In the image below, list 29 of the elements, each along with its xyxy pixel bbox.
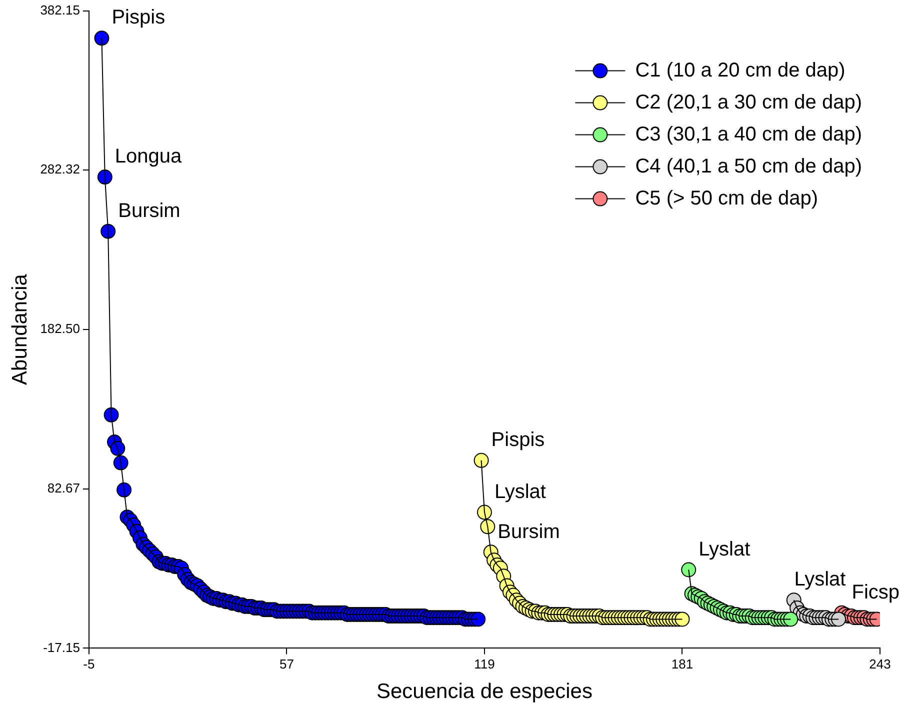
point: [681, 562, 696, 578]
annotation: Bursim: [118, 200, 180, 222]
legend-label: C3 (30,1 a 40 cm de dap): [635, 123, 862, 146]
annotation: Lyslat: [794, 568, 846, 591]
y-tick-label: -17.15: [43, 640, 80, 655]
x-tick-label: -5: [83, 656, 95, 672]
x-tick-label: 119: [474, 656, 495, 672]
point: [831, 612, 846, 627]
legend-label: C2 (20,1 a 30 cm de dap): [635, 91, 862, 114]
x-tick-label: 243: [869, 656, 891, 672]
x-tick-label: 57: [279, 656, 294, 672]
legend-label: C4 (40,1 a 50 cm de dap): [635, 155, 862, 178]
y-tick-label: 182.50: [40, 321, 80, 336]
annotation: Pispis: [491, 428, 545, 451]
y-tick-label: 82.67: [47, 480, 80, 496]
x-axis-title: Secuencia de especies: [376, 680, 592, 704]
annotation: Bursim: [498, 521, 560, 544]
annotation: Longua: [114, 146, 183, 168]
y-tick-label: 282.32: [40, 162, 80, 177]
x-tick-label: 181: [671, 656, 694, 672]
y-tick-label: 382.15: [40, 2, 80, 18]
annotation: Ficsp: [852, 581, 900, 604]
legend-label: C5 (> 50 cm de dap): [635, 187, 818, 210]
point: [783, 612, 798, 627]
legend-label: C1 (10 a 20 cm de dap): [635, 59, 846, 82]
annotation: Lyslat: [494, 480, 546, 503]
annotation: Lyslat: [698, 538, 751, 560]
annotation: Pispis: [112, 6, 166, 29]
y-axis-title: Abundancia: [8, 274, 32, 385]
